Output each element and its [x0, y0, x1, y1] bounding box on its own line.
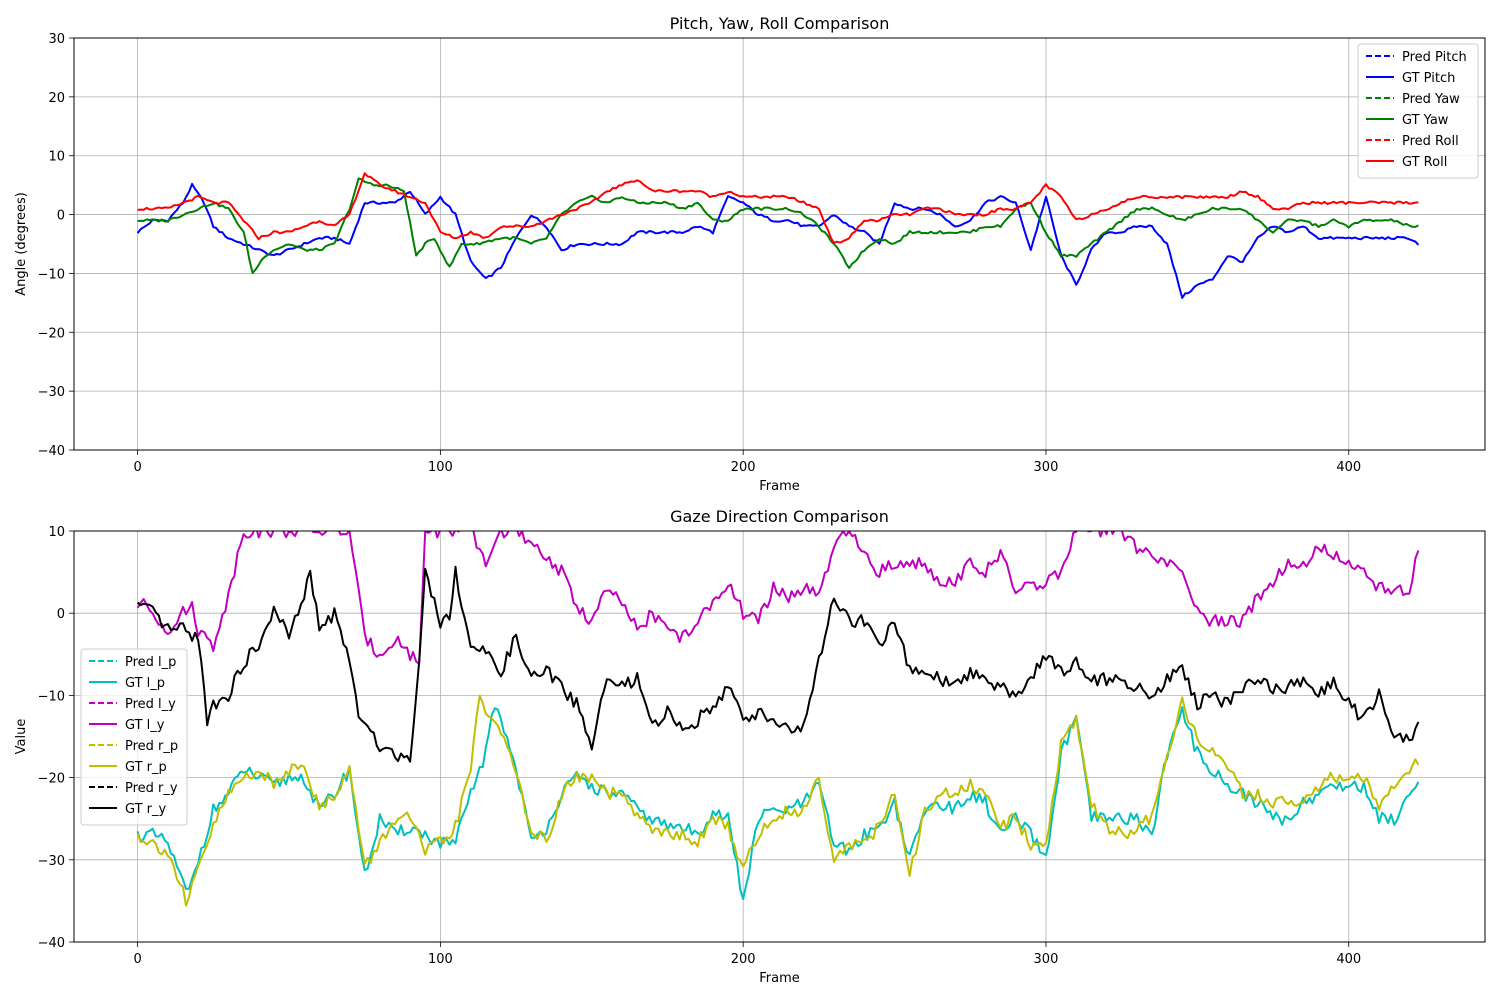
- legend: Pred l_p GT l_p Pred l_y GT l_y Pred r_p GT r…: [80, 648, 188, 826]
- y-tick-label: 20: [48, 91, 65, 106]
- y-tick-label: −20: [38, 326, 65, 341]
- legend-label: GT Pitch: [1402, 71, 1455, 86]
- y-tick-label: 0: [57, 607, 65, 622]
- legend-label: Pred l_y: [125, 697, 176, 712]
- gt-l-y-line: [136, 531, 1420, 665]
- plot-frame: [73, 37, 1486, 451]
- legend-label: Pred r_y: [125, 781, 178, 796]
- x-tick-label: 0: [133, 952, 141, 967]
- legend-box: [80, 648, 188, 826]
- x-tick-label: 100: [428, 952, 453, 967]
- legend-label: Pred l_p: [125, 655, 176, 670]
- legend-label: GT r_p: [125, 760, 167, 775]
- y-tick-label: −20: [38, 772, 65, 787]
- plot-frame: [73, 530, 1486, 943]
- x-tick-label: 200: [731, 460, 756, 475]
- x-tick-label: 200: [731, 952, 756, 967]
- gt-r-p-line: [136, 694, 1420, 907]
- y-tick-label: −40: [38, 936, 65, 951]
- y-tick-label: 30: [48, 32, 65, 47]
- x-tick-label: 300: [1034, 952, 1059, 967]
- legend-label: Pred Roll: [1402, 134, 1459, 149]
- y-axis-label: Angle (degrees): [14, 192, 29, 296]
- y-tick-label: 10: [48, 525, 65, 540]
- gt-r-y-line: [136, 565, 1420, 763]
- y-tick-label: −30: [38, 385, 65, 400]
- legend-label: GT Roll: [1402, 155, 1447, 170]
- y-tick-label: 0: [57, 209, 65, 224]
- x-tick-label: 300: [1034, 460, 1059, 475]
- y-tick-label: −40: [38, 444, 65, 459]
- series-lines: [136, 172, 1420, 299]
- gt-yaw-line: [137, 177, 1419, 274]
- gt-roll-line: [137, 172, 1419, 244]
- legend-label: Pred Yaw: [1402, 92, 1460, 107]
- gt-pitch-line: [136, 182, 1420, 299]
- gaze-chart: Gaze Direction Comparison Frame Value 0 1…: [14, 507, 1486, 986]
- legend-label: GT r_y: [125, 802, 167, 817]
- legend-label: GT l_y: [125, 718, 165, 733]
- x-tick-label: 400: [1336, 952, 1361, 967]
- legend-label: GT l_p: [125, 676, 165, 691]
- legend-label: GT Yaw: [1402, 113, 1449, 128]
- x-tick-label: 100: [428, 460, 453, 475]
- legend-label: Pred r_p: [125, 739, 178, 754]
- x-axis-label: Frame: [759, 479, 800, 494]
- y-tick-label: −30: [38, 854, 65, 869]
- chart-title: Gaze Direction Comparison: [670, 507, 889, 526]
- x-axis-label: Frame: [759, 971, 800, 986]
- x-tick-label: 0: [133, 460, 141, 475]
- pose-chart: Pitch, Yaw, Roll Comparison Frame Angle …: [14, 14, 1486, 494]
- legend: Pred Pitch GT Pitch Pred Yaw GT Yaw Pred Rol…: [1357, 43, 1479, 179]
- chart-title: Pitch, Yaw, Roll Comparison: [670, 14, 890, 33]
- y-tick-label: −10: [38, 689, 65, 704]
- y-tick-label: −10: [38, 267, 65, 282]
- legend-label: Pred Pitch: [1402, 50, 1467, 65]
- y-axis-label: Value: [14, 719, 29, 755]
- x-tick-label: 400: [1336, 460, 1361, 475]
- y-tick-label: 10: [48, 150, 65, 165]
- series-lines: [136, 531, 1420, 907]
